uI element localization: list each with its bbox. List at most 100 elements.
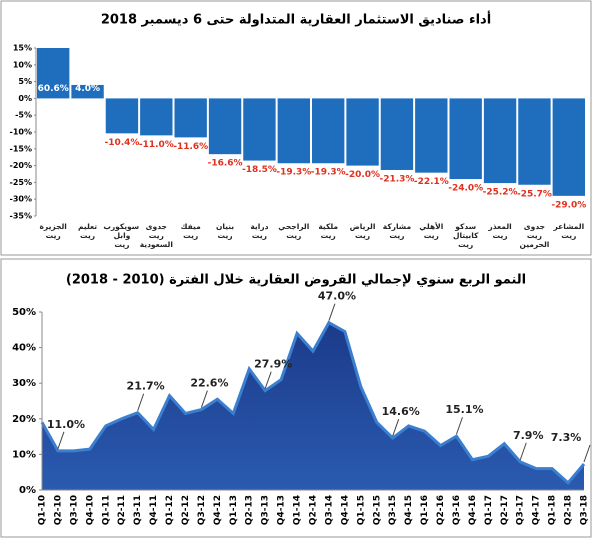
leader bbox=[200, 390, 208, 408]
x-tick-label: الرياض ريت bbox=[349, 222, 376, 240]
x-tick-label: Q2-12 bbox=[181, 495, 191, 525]
bar bbox=[346, 98, 379, 166]
x-tick-label: Q3-15 bbox=[388, 495, 398, 525]
y-tick-label: 30% bbox=[12, 378, 36, 389]
bar-chart: أداء صناديق الاستثمار العقارية المتداولة… bbox=[0, 0, 592, 256]
x-tick-label: Q1-12 bbox=[165, 495, 175, 525]
data-label: 27.9% bbox=[254, 358, 292, 371]
data-label: -20.0% bbox=[345, 170, 380, 180]
leader bbox=[519, 442, 527, 461]
y-tick-label: -30% bbox=[10, 195, 32, 204]
x-tick-label: Q2-14 bbox=[309, 495, 319, 525]
y-tick-label: -35% bbox=[10, 212, 32, 221]
x-tick-label: الأهلي ريت bbox=[419, 222, 444, 240]
leader bbox=[57, 431, 65, 450]
data-label: 15.1% bbox=[445, 403, 483, 416]
leader bbox=[392, 418, 400, 437]
data-label: -21.3% bbox=[379, 174, 414, 184]
y-tick-label: -20% bbox=[10, 161, 32, 170]
x-tick-label: Q4-11 bbox=[149, 495, 159, 525]
leader bbox=[328, 303, 336, 321]
y-tick-label: -5% bbox=[15, 111, 32, 120]
plot bbox=[37, 48, 585, 196]
area bbox=[42, 322, 584, 490]
data-label: -25.2% bbox=[483, 188, 518, 198]
x-tick-label: Q2-17 bbox=[500, 495, 510, 525]
x-tick-label: Q3-17 bbox=[516, 495, 526, 525]
data-label: -22.1% bbox=[414, 177, 449, 187]
line bbox=[40, 320, 586, 486]
x-tick-label: Q2-16 bbox=[436, 495, 446, 525]
y-tick-label: 50% bbox=[12, 307, 36, 318]
x-tick-label: Q1-11 bbox=[101, 495, 111, 525]
data-label: -16.6% bbox=[208, 159, 243, 169]
data-label: 14.6% bbox=[382, 405, 420, 418]
x-tick-label: Q3-12 bbox=[197, 495, 207, 525]
x-tick-label: سدكو كابيتال ريت bbox=[452, 222, 479, 249]
data-label: -24.0% bbox=[448, 184, 483, 194]
bar bbox=[105, 98, 139, 134]
x-tick-label: Q1-14 bbox=[293, 495, 303, 525]
chart-title: النمو الربع سنوي لإجمالي القروض العقارية… bbox=[66, 273, 526, 288]
data-label: -19.3% bbox=[276, 168, 311, 178]
y-tick-label: 5% bbox=[18, 77, 32, 86]
x-tick-label: Q1-18 bbox=[548, 495, 558, 525]
y-tick-label: 40% bbox=[12, 343, 36, 354]
x-tick-label: بنيان ريت bbox=[215, 222, 235, 240]
data-label: 47.0% bbox=[318, 290, 356, 303]
bar bbox=[415, 98, 448, 173]
x-tick-label: مشاركة ريت bbox=[382, 222, 412, 240]
bar bbox=[140, 98, 173, 136]
x-tick-label: Q2-13 bbox=[245, 495, 255, 525]
bar bbox=[483, 98, 517, 184]
leader bbox=[264, 371, 272, 389]
y-tick-label: 0% bbox=[19, 485, 36, 496]
data-label: 4.0% bbox=[75, 84, 100, 94]
data-label: 7.3% bbox=[551, 431, 582, 444]
x-tick-label: Q3-18 bbox=[580, 495, 590, 525]
x-tick-label: Q2-15 bbox=[372, 495, 382, 525]
x-tick-label: Q4-10 bbox=[85, 495, 95, 525]
area-chart: النمو الربع سنوي لإجمالي القروض العقارية… bbox=[0, 258, 592, 538]
x-tick-label: الجزيرة ريت bbox=[39, 222, 67, 240]
bar bbox=[518, 98, 551, 185]
x-tick-label: Q1-13 bbox=[229, 495, 239, 525]
data-label: 21.7% bbox=[127, 380, 165, 393]
y-tick-label: 15% bbox=[13, 44, 32, 53]
x-tick-label: Q1-10 bbox=[38, 495, 48, 525]
y-tick-label: -25% bbox=[10, 178, 32, 187]
x-tick-label: Q2-11 bbox=[117, 495, 127, 525]
data-label: 11.0% bbox=[47, 418, 85, 431]
x-tick-label: سويكورب وابل ريت bbox=[103, 222, 140, 249]
data-label: -29.0% bbox=[551, 200, 586, 210]
x-tick-label: المعذر ريت bbox=[488, 222, 512, 240]
x-tick-label: ميفك ريت bbox=[180, 222, 201, 240]
bar bbox=[552, 98, 585, 196]
bar bbox=[37, 48, 70, 99]
leader bbox=[137, 393, 145, 411]
bar bbox=[174, 98, 207, 138]
data-label: 22.6% bbox=[190, 377, 228, 390]
x-tick-label: جدوى ريت السعودية bbox=[139, 222, 173, 249]
x-tick-label: Q2-10 bbox=[53, 495, 63, 525]
x-tick-label: Q3-14 bbox=[324, 495, 334, 525]
data-label: -19.3% bbox=[311, 168, 346, 178]
x-tick-label: Q4-12 bbox=[213, 495, 223, 525]
y-tick-label: 0% bbox=[18, 94, 32, 103]
data-label: -11.0% bbox=[139, 140, 174, 150]
x-tick-label: ملكية ريت bbox=[318, 222, 339, 240]
data-label: -25.7% bbox=[517, 189, 552, 199]
chart-title: أداء صناديق الاستثمار العقارية المتداولة… bbox=[101, 11, 491, 28]
x-tick-label: جدوى ريت الحرمين bbox=[519, 222, 550, 249]
y-tick-label: -10% bbox=[10, 128, 32, 137]
x-tick-label: Q4-17 bbox=[532, 495, 542, 525]
bar bbox=[208, 98, 242, 155]
x-tick-label: المشاعر ريت bbox=[553, 222, 585, 240]
y-tick-label: 10% bbox=[13, 60, 32, 69]
leader bbox=[583, 444, 591, 463]
x-tick-label: Q1-17 bbox=[484, 495, 494, 525]
x-tick-label: Q4-16 bbox=[468, 495, 478, 525]
data-label: -18.5% bbox=[242, 165, 277, 175]
x-tick-label: Q3-13 bbox=[261, 495, 271, 525]
